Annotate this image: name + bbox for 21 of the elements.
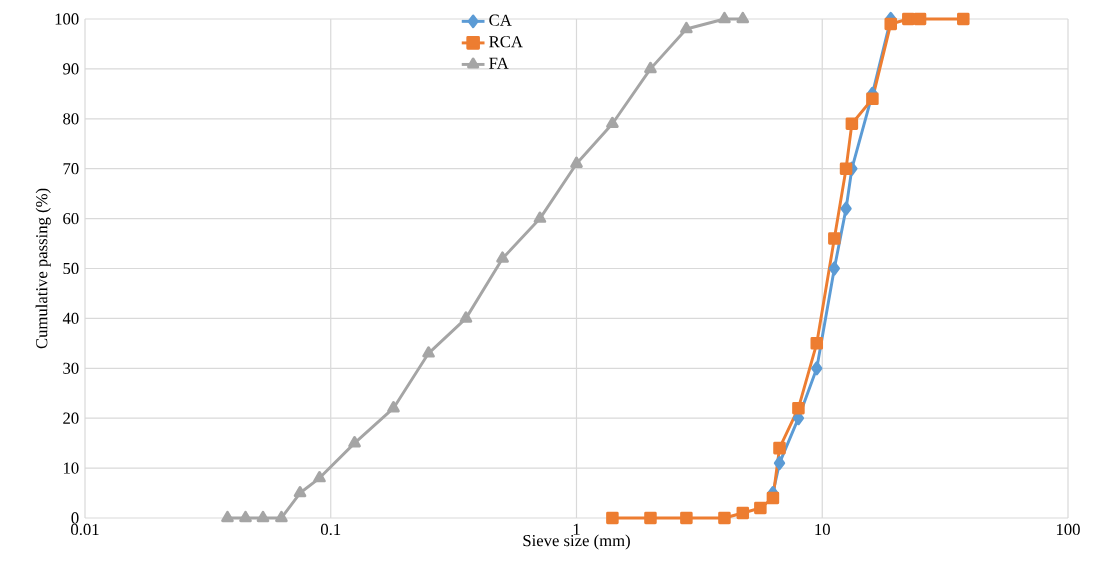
legend-label: CA [489,14,512,26]
legend-label: RCA [489,36,523,48]
y-tick-label: 90 [63,63,79,75]
y-tick-label: 60 [63,212,79,225]
x-tick-label: 0.1 [320,523,341,536]
x-tick-label: 0.01 [71,523,99,536]
x-tick-label: 100 [1056,523,1080,536]
y-axis-title: Cumulative passing (%) [35,188,51,349]
y-tick-label: 30 [63,362,79,374]
x-tick-label: 1 [573,523,580,535]
y-tick-label: 100 [55,13,79,25]
y-tick-label: 70 [63,163,79,175]
x-tick-label: 10 [815,523,830,536]
y-tick-label: 50 [63,262,79,275]
y-tick-label: 0 [71,512,79,524]
legend-label: FA [489,57,509,69]
y-tick-label: 20 [63,412,79,424]
y-tick-label: 80 [63,113,79,125]
y-tick-label: 40 [62,312,79,325]
y-tick-label: 10 [63,462,79,474]
x-axis-title: Sieve size (mm) [523,534,630,550]
